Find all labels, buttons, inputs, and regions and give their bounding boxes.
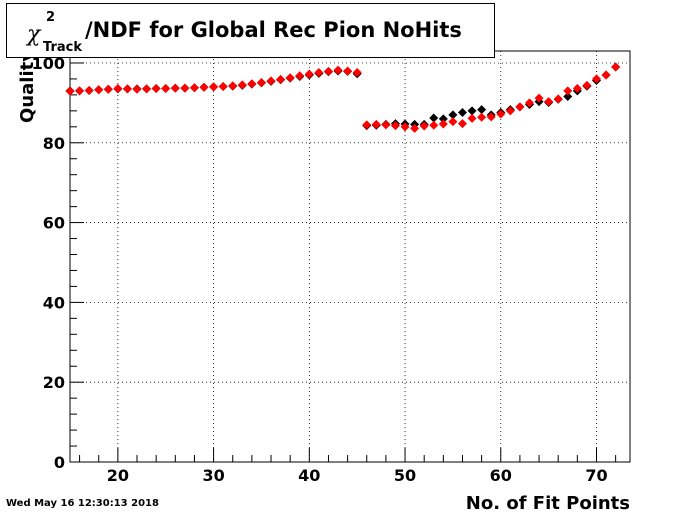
data-point-red bbox=[323, 66, 333, 76]
data-point-red bbox=[429, 120, 439, 130]
data-point-red bbox=[295, 71, 305, 81]
data-point-red bbox=[362, 120, 372, 130]
y-tick-label: 60 bbox=[43, 214, 65, 233]
data-point-red bbox=[419, 121, 429, 131]
data-point-red bbox=[314, 68, 324, 78]
data-point-red bbox=[352, 68, 362, 78]
y-tick-label: 20 bbox=[43, 373, 65, 392]
data-point-red bbox=[94, 85, 104, 95]
x-tick-label: 40 bbox=[298, 466, 320, 485]
y-tick-label: 80 bbox=[43, 134, 65, 153]
axis-tick-labels: 20 30 40 50 60 70 0 20 40 60 80 100 bbox=[32, 54, 608, 485]
x-tick-label: 70 bbox=[585, 466, 607, 485]
data-point-red bbox=[247, 79, 257, 89]
data-point-red bbox=[534, 93, 544, 103]
plot-frame bbox=[69, 50, 631, 463]
data-point-red bbox=[237, 80, 247, 90]
data-point-red bbox=[209, 82, 219, 92]
data-point-red bbox=[218, 82, 228, 92]
data-point-black bbox=[477, 105, 487, 115]
data-point-red bbox=[122, 84, 132, 94]
data-point-red bbox=[266, 76, 276, 86]
data-point-red bbox=[400, 122, 410, 132]
data-point-red bbox=[467, 113, 477, 123]
data-point-red bbox=[113, 84, 123, 94]
title-chi-symbol: χ bbox=[27, 22, 41, 47]
data-point-red bbox=[256, 78, 266, 88]
data-point-red bbox=[285, 73, 295, 83]
data-point-red bbox=[591, 74, 601, 84]
data-point-red bbox=[496, 109, 506, 119]
data-point-black bbox=[467, 106, 477, 116]
data-point-black bbox=[457, 107, 467, 117]
timestamp: Wed May 16 12:30:13 2018 bbox=[6, 498, 159, 509]
title-box: χ 2 Track /NDF for Global Rec Pion NoHit… bbox=[6, 3, 495, 58]
data-point-black bbox=[429, 113, 439, 123]
data-point-red bbox=[228, 81, 238, 91]
data-point-red bbox=[103, 84, 113, 94]
data-point-red bbox=[563, 86, 573, 96]
data-point-red bbox=[75, 86, 85, 96]
x-axis-label: No. of Fit Points bbox=[466, 493, 630, 514]
data-point-black bbox=[563, 91, 573, 101]
data-point-red bbox=[276, 74, 286, 84]
data-point-red bbox=[333, 65, 343, 75]
data-point-red bbox=[601, 70, 611, 80]
x-tick-label: 60 bbox=[490, 466, 512, 485]
data-point-red bbox=[304, 69, 314, 79]
y-tick-label: 100 bbox=[32, 54, 65, 73]
axis-ticks bbox=[70, 62, 617, 463]
data-point-red bbox=[572, 84, 582, 94]
x-tick-label: 50 bbox=[394, 466, 416, 485]
data-point-red bbox=[180, 83, 190, 93]
data-point-red bbox=[448, 117, 458, 127]
chart-title: /NDF for Global Rec Pion NoHits bbox=[85, 18, 462, 42]
data-points bbox=[65, 62, 621, 133]
title-superscript: 2 bbox=[46, 10, 56, 25]
data-point-red bbox=[553, 94, 563, 104]
data-point-black bbox=[448, 110, 458, 120]
title-subscript: Track bbox=[43, 40, 82, 55]
y-tick-label: 40 bbox=[43, 293, 65, 312]
y-axis-label: Quality bbox=[17, 50, 38, 123]
x-tick-label: 20 bbox=[107, 466, 129, 485]
x-tick-label: 30 bbox=[202, 466, 224, 485]
data-point-red bbox=[151, 84, 161, 94]
data-point-red bbox=[515, 102, 525, 112]
data-point-red bbox=[438, 119, 448, 129]
data-point-red bbox=[170, 83, 180, 93]
data-point-red bbox=[611, 62, 621, 72]
data-point-red bbox=[142, 84, 152, 94]
data-point-red bbox=[524, 98, 534, 108]
data-point-red bbox=[189, 83, 199, 93]
grid-lines bbox=[70, 51, 630, 462]
data-point-red bbox=[410, 123, 420, 133]
data-point-black bbox=[438, 114, 448, 124]
data-point-red bbox=[505, 106, 515, 116]
data-point-red bbox=[343, 66, 353, 76]
data-point-red bbox=[390, 121, 400, 131]
data-point-red bbox=[486, 112, 496, 122]
data-point-red bbox=[371, 119, 381, 129]
data-point-red bbox=[132, 84, 142, 94]
data-point-red bbox=[161, 84, 171, 94]
data-point-red bbox=[381, 120, 391, 130]
data-point-red bbox=[582, 80, 592, 90]
data-point-red bbox=[65, 86, 75, 96]
data-point-red bbox=[477, 112, 487, 122]
y-tick-label: 0 bbox=[54, 453, 65, 472]
data-point-red bbox=[544, 97, 554, 107]
data-point-red bbox=[199, 82, 209, 92]
data-point-red bbox=[457, 119, 467, 129]
data-point-red bbox=[84, 86, 94, 96]
